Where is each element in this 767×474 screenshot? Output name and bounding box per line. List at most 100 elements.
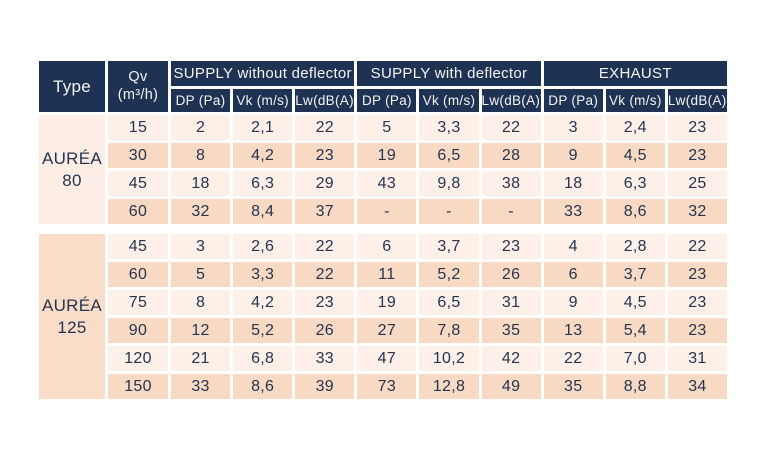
value-cell: 7,0 <box>605 346 665 371</box>
value-cell: 10,2 <box>419 346 479 371</box>
value-cell: 23 <box>667 143 727 168</box>
value-cell: 31 <box>481 290 541 315</box>
value-cell: 6 <box>357 234 417 259</box>
value-cell: 35 <box>543 374 603 399</box>
value-cell: 3,3 <box>233 262 293 287</box>
value-cell: 12,8 <box>419 374 479 399</box>
header-vk-1: Vk (m/s) <box>233 89 293 112</box>
value-cell: 33 <box>295 346 355 371</box>
value-cell: 23 <box>667 115 727 140</box>
header-qv-unit: (m³/h) <box>117 86 159 103</box>
table-row: 30 8 4,2 23 19 6,5 28 9 4,5 23 <box>39 143 727 168</box>
value-cell: 35 <box>481 318 541 343</box>
value-cell: 4,5 <box>605 290 665 315</box>
value-cell: 2,6 <box>233 234 293 259</box>
value-cell: 6,3 <box>605 171 665 196</box>
qv-cell: 45 <box>108 171 168 196</box>
value-cell: 32 <box>667 199 727 224</box>
value-cell: 27 <box>357 318 417 343</box>
value-cell: 19 <box>357 143 417 168</box>
value-cell: 4,2 <box>233 290 293 315</box>
value-cell: 2,1 <box>233 115 293 140</box>
value-cell: 13 <box>543 318 603 343</box>
value-cell: 6 <box>543 262 603 287</box>
value-cell: 73 <box>357 374 417 399</box>
value-cell: 22 <box>295 262 355 287</box>
value-cell: 6,3 <box>233 171 293 196</box>
value-cell: 2,8 <box>605 234 665 259</box>
value-cell: 8,8 <box>605 374 665 399</box>
value-cell: 23 <box>667 290 727 315</box>
value-cell: 37 <box>295 199 355 224</box>
value-cell: 5 <box>171 262 231 287</box>
value-cell: 4 <box>543 234 603 259</box>
value-cell: 3 <box>543 115 603 140</box>
value-cell: 18 <box>171 171 231 196</box>
value-cell: 3,7 <box>605 262 665 287</box>
value-cell: 4,2 <box>233 143 293 168</box>
value-cell: 9 <box>543 143 603 168</box>
value-cell: 25 <box>667 171 727 196</box>
value-cell: 33 <box>171 374 231 399</box>
value-cell: 9 <box>543 290 603 315</box>
value-cell: 39 <box>295 374 355 399</box>
value-cell: - <box>481 199 541 224</box>
value-cell: 19 <box>357 290 417 315</box>
value-cell: 22 <box>667 234 727 259</box>
value-cell: 33 <box>543 199 603 224</box>
table-row: 60 5 3,3 22 11 5,2 26 6 3,7 23 <box>39 262 727 287</box>
header-vk-2: Vk (m/s) <box>419 89 479 112</box>
header-sub-row: DP (Pa) Vk (m/s) Lw(dB(A)) DP (Pa) Vk (m… <box>39 89 727 112</box>
value-cell: 5,4 <box>605 318 665 343</box>
value-cell: 42 <box>481 346 541 371</box>
header-lw-3: Lw(dB(A)) <box>667 89 727 112</box>
value-cell: 23 <box>295 290 355 315</box>
value-cell: - <box>419 199 479 224</box>
value-cell: 47 <box>357 346 417 371</box>
qv-cell: 75 <box>108 290 168 315</box>
spec-table-body: AURÉA 80 15 2 2,1 22 5 3,3 22 3 2,4 23 30 8 4,2 23 19 6,5… <box>39 115 727 399</box>
product-spec-table: Type Qv (m³/h) SUPPLY without deflector … <box>36 58 730 402</box>
value-cell: 18 <box>543 171 603 196</box>
header-dp-2: DP (Pa) <box>357 89 417 112</box>
value-cell: 23 <box>667 262 727 287</box>
value-cell: 3 <box>171 234 231 259</box>
table-row: 120 21 6,8 33 47 10,2 42 22 7,0 31 <box>39 346 727 371</box>
qv-cell: 150 <box>108 374 168 399</box>
value-cell: 38 <box>481 171 541 196</box>
header-dp-1: DP (Pa) <box>171 89 231 112</box>
header-group-supply-with-deflector: SUPPLY with deflector <box>357 61 541 86</box>
header-dp-3: DP (Pa) <box>543 89 603 112</box>
value-cell: 22 <box>295 234 355 259</box>
qv-cell: 30 <box>108 143 168 168</box>
value-cell: 22 <box>295 115 355 140</box>
value-cell: 8,4 <box>233 199 293 224</box>
value-cell: - <box>357 199 417 224</box>
value-cell: 2,4 <box>605 115 665 140</box>
section-spacer <box>39 227 727 231</box>
value-cell: 32 <box>171 199 231 224</box>
spec-table-container: Type Qv (m³/h) SUPPLY without deflector … <box>36 58 730 402</box>
value-cell: 2 <box>171 115 231 140</box>
value-cell: 12 <box>171 318 231 343</box>
header-vk-3: Vk (m/s) <box>605 89 665 112</box>
value-cell: 7,8 <box>419 318 479 343</box>
qv-cell: 60 <box>108 199 168 224</box>
value-cell: 6,8 <box>233 346 293 371</box>
value-cell: 8,6 <box>233 374 293 399</box>
table-row: 75 8 4,2 23 19 6,5 31 9 4,5 23 <box>39 290 727 315</box>
header-type: Type <box>39 61 105 112</box>
value-cell: 23 <box>667 318 727 343</box>
value-cell: 23 <box>295 143 355 168</box>
value-cell: 23 <box>481 234 541 259</box>
header-group-exhaust: EXHAUST <box>543 61 727 86</box>
value-cell: 8,6 <box>605 199 665 224</box>
qv-cell: 15 <box>108 115 168 140</box>
value-cell: 3,7 <box>419 234 479 259</box>
value-cell: 28 <box>481 143 541 168</box>
value-cell: 6,5 <box>419 290 479 315</box>
value-cell: 9,8 <box>419 171 479 196</box>
value-cell: 5 <box>357 115 417 140</box>
qv-cell: 90 <box>108 318 168 343</box>
qv-cell: 60 <box>108 262 168 287</box>
